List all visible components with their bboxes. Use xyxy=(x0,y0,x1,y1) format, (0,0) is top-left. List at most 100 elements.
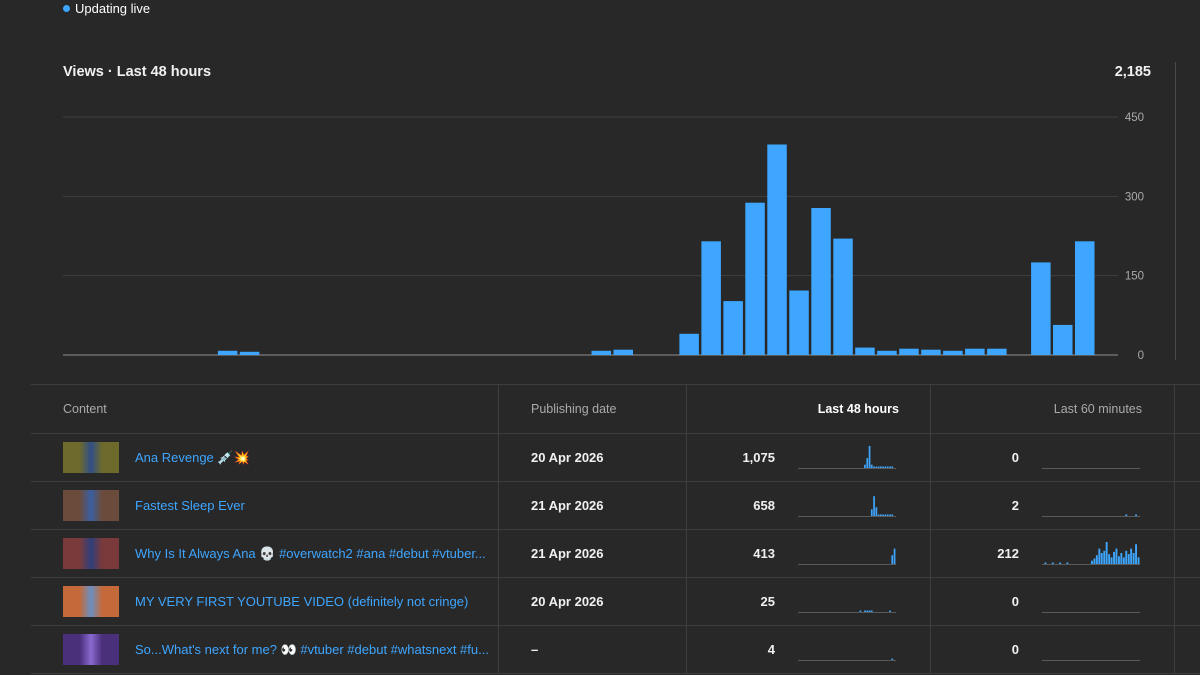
sparkline-bar xyxy=(891,555,894,564)
sparkline-60-minutes xyxy=(1042,612,1140,613)
sparkline-bar xyxy=(875,466,878,468)
sparkline-bar xyxy=(870,464,873,468)
chart-bar[interactable] xyxy=(965,348,985,355)
sparkline-bar xyxy=(884,466,887,468)
header-publishing-date[interactable]: Publishing date xyxy=(531,402,617,416)
y-tick-label: 150 xyxy=(1125,271,1144,283)
video-thumbnail[interactable] xyxy=(63,586,119,617)
sparkline-bar xyxy=(864,610,866,612)
sparkline-bar xyxy=(870,509,873,516)
sparkline-bar xyxy=(868,446,871,468)
video-title-link[interactable]: So...What's next for me? 👀 #vtuber #debu… xyxy=(135,642,489,657)
views-last-48-hours: 1,075 xyxy=(742,450,775,465)
sparkline-bar xyxy=(880,514,882,516)
sparkline-bar xyxy=(893,548,896,564)
header-last-48-hours[interactable]: Last 48 hours xyxy=(817,402,899,416)
sparkline-bar xyxy=(1098,548,1101,564)
chart-bar[interactable] xyxy=(723,301,743,355)
video-thumbnail[interactable] xyxy=(63,490,119,521)
column-divider xyxy=(1174,482,1175,529)
table-row[interactable]: MY VERY FIRST YOUTUBE VIDEO (definitely … xyxy=(31,578,1200,626)
content-table: Content Publishing date Last 48 hours La… xyxy=(31,384,1200,674)
sparkline-60-minutes xyxy=(1042,660,1140,661)
chart-bar[interactable] xyxy=(239,351,260,355)
table-row[interactable]: Ana Revenge 💉💥 20 Apr 2026 1,075 0 xyxy=(31,434,1200,482)
table-row[interactable]: So...What's next for me? 👀 #vtuber #debu… xyxy=(31,626,1200,674)
column-divider xyxy=(686,578,687,625)
y-tick-label: 0 xyxy=(1138,350,1144,362)
sparkline-bar xyxy=(1103,550,1106,564)
sparkline-bar xyxy=(891,466,894,468)
sparkline-bar xyxy=(1093,558,1096,564)
sparkline-bar xyxy=(1091,560,1093,564)
sparkline-60-minutes xyxy=(1042,514,1140,517)
column-divider xyxy=(930,385,931,433)
sparkline-48-hours xyxy=(798,658,896,661)
table-row[interactable]: Fastest Sleep Ever 21 Apr 2026 658 2 xyxy=(31,482,1200,530)
sparkline-bar xyxy=(1132,553,1135,564)
sparkline-bar xyxy=(882,514,884,516)
sparkline-bar xyxy=(1051,562,1054,564)
chart-bar[interactable] xyxy=(679,333,699,355)
chart-bar[interactable] xyxy=(987,348,1007,355)
sparkline-bar xyxy=(1137,557,1140,564)
video-thumbnail[interactable] xyxy=(63,634,119,665)
column-divider xyxy=(686,385,687,433)
chart-bar[interactable] xyxy=(217,350,238,355)
chart-bar[interactable] xyxy=(701,241,721,355)
sparkline-bar xyxy=(1125,514,1128,516)
sparkline-bar xyxy=(886,514,889,516)
chart-bar[interactable] xyxy=(833,238,853,355)
sparkline-bar xyxy=(882,466,884,468)
video-title-link[interactable]: Why Is It Always Ana 💀 #overwatch2 #ana … xyxy=(135,546,486,561)
chart-bar[interactable] xyxy=(767,144,787,356)
chart-bar[interactable] xyxy=(1053,324,1073,355)
video-thumbnail[interactable] xyxy=(63,442,119,473)
sparkline-bar xyxy=(1113,551,1115,564)
chart-bar[interactable] xyxy=(789,290,809,356)
chart-bar[interactable] xyxy=(877,350,897,355)
sparkline-bar xyxy=(870,610,873,612)
views-last-48-hours: 658 xyxy=(753,498,775,513)
sparkline-bar xyxy=(1120,553,1123,564)
views-last-48-hours: 413 xyxy=(753,546,775,561)
sparkline-bar xyxy=(1118,556,1120,564)
sparkline-bar xyxy=(891,514,894,516)
chart-bar[interactable] xyxy=(921,349,941,355)
sparkline-48-hours xyxy=(798,496,896,517)
header-last-60-minutes[interactable]: Last 60 minutes xyxy=(1053,402,1142,416)
sparkline-bar xyxy=(1135,514,1137,516)
column-divider xyxy=(930,578,931,625)
chart-bar[interactable] xyxy=(1075,241,1095,355)
video-title-link[interactable]: Fastest Sleep Ever xyxy=(135,498,245,513)
sparkline-bar xyxy=(1044,562,1047,564)
header-content[interactable]: Content xyxy=(63,402,107,416)
publishing-date: 21 Apr 2026 xyxy=(531,546,604,561)
sparkline-bar xyxy=(877,466,880,468)
views-last-60-minutes: 0 xyxy=(1011,594,1019,609)
column-divider xyxy=(930,626,931,673)
column-divider xyxy=(686,530,687,577)
chart-bar[interactable] xyxy=(943,350,963,355)
video-title-link[interactable]: MY VERY FIRST YOUTUBE VIDEO (definitely … xyxy=(135,594,469,609)
chart-bar[interactable] xyxy=(899,348,919,355)
chart-bar[interactable] xyxy=(855,347,875,355)
sparkline-bar xyxy=(880,466,882,468)
video-thumbnail[interactable] xyxy=(63,538,119,569)
chart-bar[interactable] xyxy=(591,350,612,355)
sparkline-bar xyxy=(866,458,869,468)
video-title-link[interactable]: Ana Revenge 💉💥 xyxy=(135,450,250,465)
sparkline-48-hours xyxy=(798,548,896,565)
table-body: Ana Revenge 💉💥 20 Apr 2026 1,075 0 Fastest S… xyxy=(31,434,1200,674)
chart-bar[interactable] xyxy=(811,208,831,355)
chart-bar[interactable] xyxy=(613,349,634,355)
views-bar-chart[interactable]: 450 300 150 0 xyxy=(0,0,1200,380)
chart-title: Views · Last 48 hours xyxy=(63,64,212,80)
views-last-48-hours: 25 xyxy=(760,594,775,609)
table-row[interactable]: Why Is It Always Ana 💀 #overwatch2 #ana … xyxy=(31,530,1200,578)
chart-bar[interactable] xyxy=(745,202,765,355)
column-divider xyxy=(686,434,687,481)
sparkline-bar xyxy=(1127,554,1130,564)
chart-bar[interactable] xyxy=(1031,262,1051,355)
sparkline-60-minutes xyxy=(1042,542,1140,565)
